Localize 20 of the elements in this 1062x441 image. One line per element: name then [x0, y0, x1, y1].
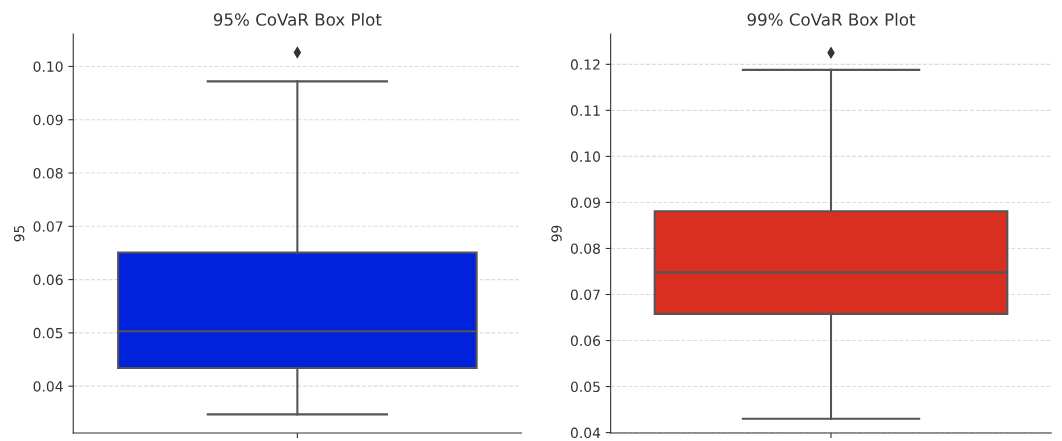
y-tick-label: 0.07: [33, 221, 63, 232]
y-axis-title: 95: [13, 225, 25, 242]
chart-title: 95% CoVaR Box Plot: [213, 12, 382, 26]
y-tick-label: 0.06: [33, 274, 63, 286]
chart-title: 99% CoVaR Box Plot: [747, 12, 916, 26]
y-tick-label: 0.12: [570, 59, 600, 70]
y-tick-label: 0.11: [570, 105, 600, 116]
y-tick-label: 0.05: [570, 381, 600, 393]
y-axis-title: 99: [551, 225, 562, 242]
y-tick-label: 0.07: [570, 289, 600, 300]
y-tick-label: 0.04: [33, 381, 63, 392]
y-tick-label: 0.04: [570, 427, 601, 439]
y-tick-label: 0.05: [33, 327, 63, 339]
y-tick-label: 0.09: [33, 114, 63, 126]
y-tick-label: 0.08: [33, 168, 63, 179]
y-tick-label: 0.09: [570, 197, 600, 208]
y-tick-label: 0.10: [570, 151, 601, 162]
y-tick-label: 0.08: [570, 243, 600, 254]
y-tick-label: 0.06: [570, 335, 601, 347]
y-tick-label: 0.10: [33, 61, 63, 72]
